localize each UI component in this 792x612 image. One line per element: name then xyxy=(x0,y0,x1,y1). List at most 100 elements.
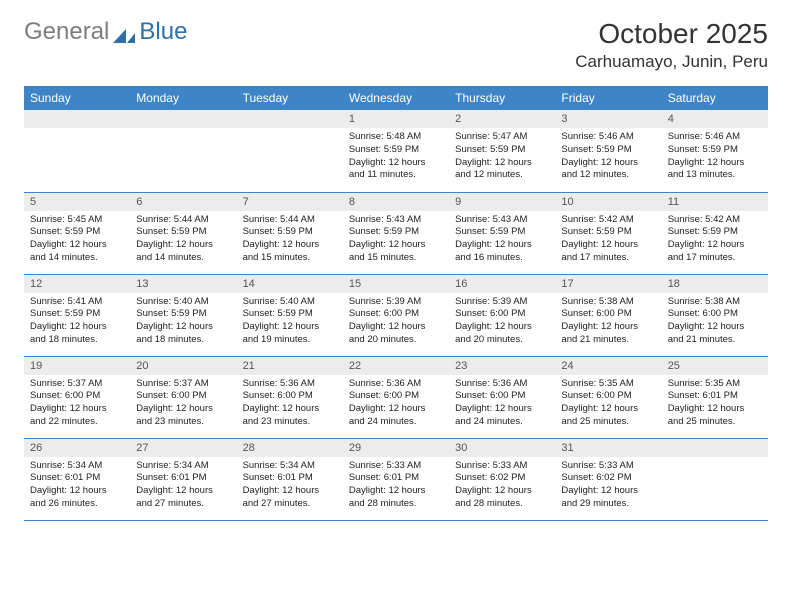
day-number: 28 xyxy=(237,439,343,457)
daylight-text: Daylight: 12 hours and 17 minutes. xyxy=(668,239,762,265)
calendar-week: 12Sunrise: 5:41 AMSunset: 5:59 PMDayligh… xyxy=(24,274,768,356)
sunrise-text: Sunrise: 5:46 AM xyxy=(561,131,655,144)
day-number: 22 xyxy=(343,357,449,375)
calendar-cell xyxy=(130,110,236,192)
daylight-text: Daylight: 12 hours and 28 minutes. xyxy=(349,485,443,511)
sunset-text: Sunset: 6:00 PM xyxy=(455,390,549,403)
day-header: Saturday xyxy=(662,86,768,110)
location: Carhuamayo, Junin, Peru xyxy=(575,52,768,72)
day-header: Monday xyxy=(130,86,236,110)
cell-body: Sunrise: 5:42 AMSunset: 5:59 PMDaylight:… xyxy=(662,211,768,269)
sunset-text: Sunset: 6:00 PM xyxy=(561,390,655,403)
cell-body: Sunrise: 5:40 AMSunset: 5:59 PMDaylight:… xyxy=(130,293,236,351)
day-number: 8 xyxy=(343,193,449,211)
cell-body: Sunrise: 5:37 AMSunset: 6:00 PMDaylight:… xyxy=(24,375,130,433)
calendar-cell: 17Sunrise: 5:38 AMSunset: 6:00 PMDayligh… xyxy=(555,274,661,356)
calendar-cell: 3Sunrise: 5:46 AMSunset: 5:59 PMDaylight… xyxy=(555,110,661,192)
sunrise-text: Sunrise: 5:36 AM xyxy=(455,378,549,391)
daylight-text: Daylight: 12 hours and 25 minutes. xyxy=(561,403,655,429)
calendar-cell: 20Sunrise: 5:37 AMSunset: 6:00 PMDayligh… xyxy=(130,356,236,438)
sunset-text: Sunset: 6:00 PM xyxy=(30,390,124,403)
sunrise-text: Sunrise: 5:34 AM xyxy=(243,460,337,473)
calendar-week: 5Sunrise: 5:45 AMSunset: 5:59 PMDaylight… xyxy=(24,192,768,274)
day-number: 20 xyxy=(130,357,236,375)
cell-body: Sunrise: 5:38 AMSunset: 6:00 PMDaylight:… xyxy=(555,293,661,351)
day-number xyxy=(130,110,236,128)
sunrise-text: Sunrise: 5:44 AM xyxy=(243,214,337,227)
sunrise-text: Sunrise: 5:36 AM xyxy=(243,378,337,391)
sunset-text: Sunset: 6:00 PM xyxy=(455,308,549,321)
day-number xyxy=(237,110,343,128)
calendar-cell: 8Sunrise: 5:43 AMSunset: 5:59 PMDaylight… xyxy=(343,192,449,274)
day-number: 17 xyxy=(555,275,661,293)
calendar-cell: 7Sunrise: 5:44 AMSunset: 5:59 PMDaylight… xyxy=(237,192,343,274)
title-block: October 2025 Carhuamayo, Junin, Peru xyxy=(575,18,768,72)
calendar-cell: 22Sunrise: 5:36 AMSunset: 6:00 PMDayligh… xyxy=(343,356,449,438)
cell-body: Sunrise: 5:36 AMSunset: 6:00 PMDaylight:… xyxy=(237,375,343,433)
day-header: Thursday xyxy=(449,86,555,110)
calendar-cell: 15Sunrise: 5:39 AMSunset: 6:00 PMDayligh… xyxy=(343,274,449,356)
sunrise-text: Sunrise: 5:47 AM xyxy=(455,131,549,144)
day-number: 5 xyxy=(24,193,130,211)
daylight-text: Daylight: 12 hours and 19 minutes. xyxy=(243,321,337,347)
calendar-cell: 28Sunrise: 5:34 AMSunset: 6:01 PMDayligh… xyxy=(237,438,343,520)
calendar-week: 1Sunrise: 5:48 AMSunset: 5:59 PMDaylight… xyxy=(24,110,768,192)
cell-body: Sunrise: 5:42 AMSunset: 5:59 PMDaylight:… xyxy=(555,211,661,269)
cell-body: Sunrise: 5:35 AMSunset: 6:01 PMDaylight:… xyxy=(662,375,768,433)
sunset-text: Sunset: 6:02 PM xyxy=(455,472,549,485)
sunset-text: Sunset: 5:59 PM xyxy=(561,144,655,157)
cell-body: Sunrise: 5:44 AMSunset: 5:59 PMDaylight:… xyxy=(237,211,343,269)
cell-body: Sunrise: 5:44 AMSunset: 5:59 PMDaylight:… xyxy=(130,211,236,269)
sunset-text: Sunset: 6:01 PM xyxy=(668,390,762,403)
daylight-text: Daylight: 12 hours and 24 minutes. xyxy=(349,403,443,429)
day-number: 4 xyxy=(662,110,768,128)
day-number xyxy=(24,110,130,128)
daylight-text: Daylight: 12 hours and 15 minutes. xyxy=(349,239,443,265)
daylight-text: Daylight: 12 hours and 20 minutes. xyxy=(349,321,443,347)
daylight-text: Daylight: 12 hours and 28 minutes. xyxy=(455,485,549,511)
day-number: 24 xyxy=(555,357,661,375)
cell-body: Sunrise: 5:35 AMSunset: 6:00 PMDaylight:… xyxy=(555,375,661,433)
day-number: 18 xyxy=(662,275,768,293)
sunset-text: Sunset: 6:01 PM xyxy=(30,472,124,485)
day-number: 10 xyxy=(555,193,661,211)
calendar-cell xyxy=(24,110,130,192)
day-number: 12 xyxy=(24,275,130,293)
daylight-text: Daylight: 12 hours and 15 minutes. xyxy=(243,239,337,265)
daylight-text: Daylight: 12 hours and 25 minutes. xyxy=(668,403,762,429)
sunset-text: Sunset: 5:59 PM xyxy=(668,226,762,239)
calendar-cell: 21Sunrise: 5:36 AMSunset: 6:00 PMDayligh… xyxy=(237,356,343,438)
calendar-cell: 5Sunrise: 5:45 AMSunset: 5:59 PMDaylight… xyxy=(24,192,130,274)
daylight-text: Daylight: 12 hours and 24 minutes. xyxy=(455,403,549,429)
sunset-text: Sunset: 6:00 PM xyxy=(243,390,337,403)
day-number: 6 xyxy=(130,193,236,211)
day-number: 1 xyxy=(343,110,449,128)
daylight-text: Daylight: 12 hours and 11 minutes. xyxy=(349,157,443,183)
calendar-cell: 9Sunrise: 5:43 AMSunset: 5:59 PMDaylight… xyxy=(449,192,555,274)
sunrise-text: Sunrise: 5:35 AM xyxy=(668,378,762,391)
sunrise-text: Sunrise: 5:43 AM xyxy=(349,214,443,227)
cell-body: Sunrise: 5:33 AMSunset: 6:02 PMDaylight:… xyxy=(449,457,555,515)
daylight-text: Daylight: 12 hours and 20 minutes. xyxy=(455,321,549,347)
calendar-cell: 10Sunrise: 5:42 AMSunset: 5:59 PMDayligh… xyxy=(555,192,661,274)
calendar-cell: 1Sunrise: 5:48 AMSunset: 5:59 PMDaylight… xyxy=(343,110,449,192)
sunrise-text: Sunrise: 5:38 AM xyxy=(668,296,762,309)
sunset-text: Sunset: 5:59 PM xyxy=(668,144,762,157)
calendar-cell: 27Sunrise: 5:34 AMSunset: 6:01 PMDayligh… xyxy=(130,438,236,520)
daylight-text: Daylight: 12 hours and 12 minutes. xyxy=(561,157,655,183)
sunset-text: Sunset: 6:00 PM xyxy=(561,308,655,321)
day-number: 19 xyxy=(24,357,130,375)
day-number: 23 xyxy=(449,357,555,375)
day-number: 15 xyxy=(343,275,449,293)
sunset-text: Sunset: 6:01 PM xyxy=(243,472,337,485)
sunrise-text: Sunrise: 5:44 AM xyxy=(136,214,230,227)
sunrise-text: Sunrise: 5:38 AM xyxy=(561,296,655,309)
daylight-text: Daylight: 12 hours and 12 minutes. xyxy=(455,157,549,183)
cell-body: Sunrise: 5:43 AMSunset: 5:59 PMDaylight:… xyxy=(449,211,555,269)
cell-body: Sunrise: 5:36 AMSunset: 6:00 PMDaylight:… xyxy=(449,375,555,433)
calendar-cell: 18Sunrise: 5:38 AMSunset: 6:00 PMDayligh… xyxy=(662,274,768,356)
day-number: 31 xyxy=(555,439,661,457)
daylight-text: Daylight: 12 hours and 21 minutes. xyxy=(561,321,655,347)
calendar-cell xyxy=(662,438,768,520)
cell-body: Sunrise: 5:39 AMSunset: 6:00 PMDaylight:… xyxy=(449,293,555,351)
